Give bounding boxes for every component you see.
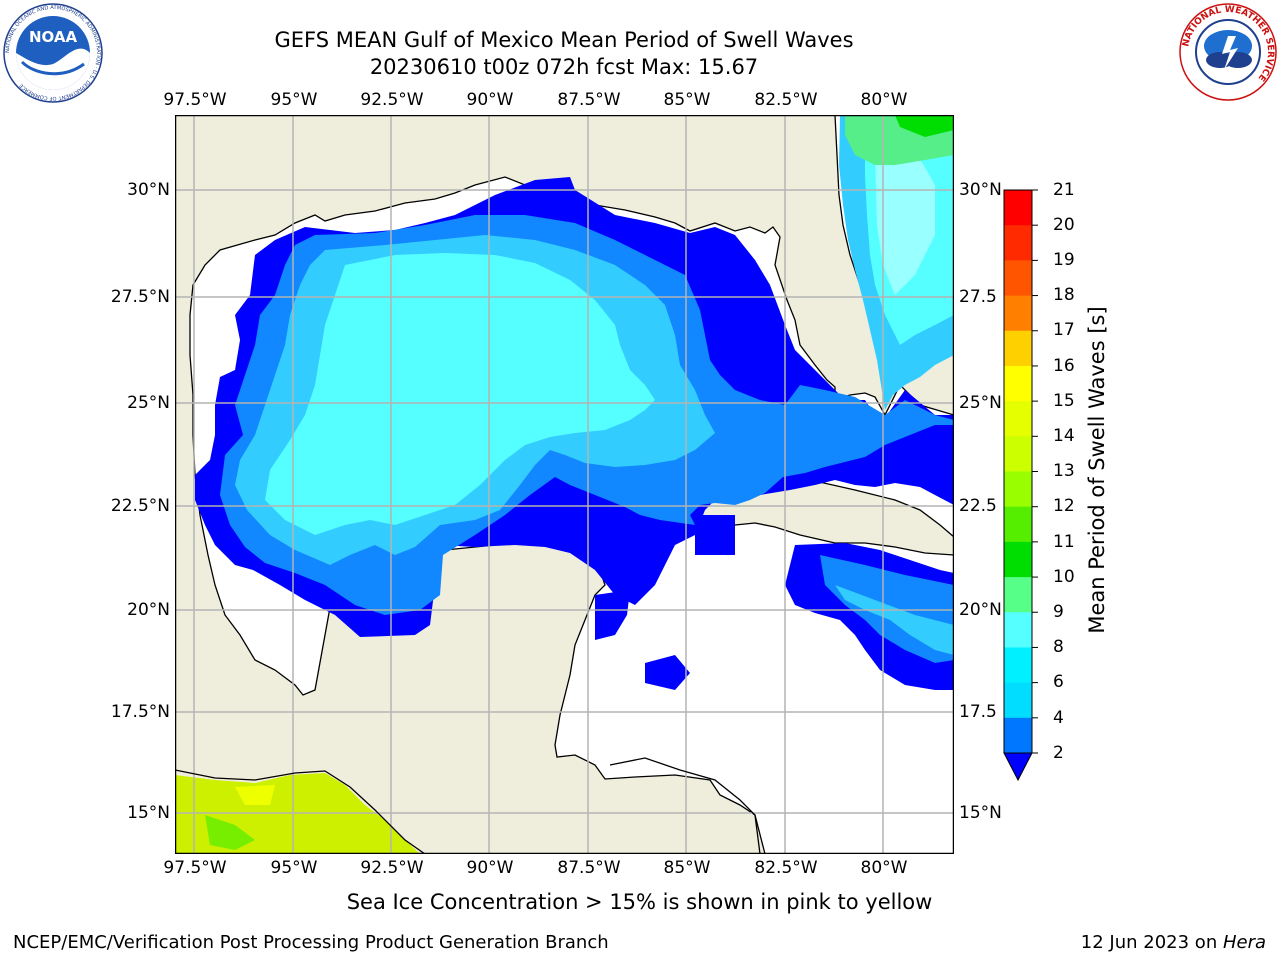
colorbar-tick-label: 17	[1053, 320, 1075, 340]
colorbar-tick-label: 19	[1053, 250, 1075, 270]
colorbar-extend-triangle	[1003, 752, 1033, 782]
colorbar-tick-label: 13	[1053, 461, 1075, 481]
lat-label-right: 15°N	[959, 803, 1002, 823]
swell-contour-pacific-14-15s	[235, 785, 275, 805]
colorbar-band	[1004, 190, 1032, 226]
colorbar-tick-label: 4	[1053, 708, 1064, 728]
footer-left: NCEP/EMC/Verification Post Processing Pr…	[13, 932, 609, 953]
colorbar-band	[1004, 541, 1032, 578]
swell-contour-8-9s	[265, 253, 655, 535]
colorbar-tick-label: 10	[1053, 567, 1075, 587]
colorbar-bands	[1004, 190, 1032, 754]
lon-label-top: 80°W	[860, 90, 908, 110]
colorbar-tick-label: 6	[1053, 672, 1064, 692]
lon-label-bottom: 85°W	[663, 858, 711, 878]
lat-label-left: 22.5°N	[110, 496, 170, 516]
cuba-island	[694, 480, 954, 556]
colorbar-tick-label: 15	[1053, 391, 1075, 411]
colorbar-tick-label: 12	[1053, 496, 1075, 516]
lon-label-top: 90°W	[466, 90, 514, 110]
colorbar-band	[1004, 330, 1032, 367]
lon-label-top: 85°W	[663, 90, 711, 110]
colorbar-tick-label: 9	[1053, 602, 1064, 622]
swell-contour-atlantic-11-12s	[895, 115, 954, 137]
noaa-logo: NOAA NATIONAL OCEANIC AND ATMOSPHERIC AD…	[3, 3, 103, 103]
colorbar-tick-label: 20	[1053, 215, 1075, 235]
lat-label-right: 27.5	[959, 287, 997, 307]
nws-logo: NATIONAL WEATHER SERVICE	[1179, 3, 1277, 101]
noaa-logo-text: NOAA	[29, 28, 78, 46]
lon-label-bottom: 95°W	[270, 858, 318, 878]
swell-contour-2-4s-patch	[645, 655, 690, 690]
colorbar-band	[1004, 506, 1032, 543]
colorbar-band	[1004, 225, 1032, 261]
graticule	[175, 115, 954, 854]
colorbar-tick-label: 21	[1053, 180, 1075, 200]
chart-subtitle: 20230610 t00z 072h fcst Max: 15.67	[369, 55, 759, 79]
coastline-honduras	[609, 757, 761, 854]
swell-contour-atlantic-9-10s	[875, 150, 935, 295]
lat-label-right: 30°N	[959, 180, 1002, 200]
lon-label-bottom: 80°W	[860, 858, 908, 878]
lon-label-bottom: 82.5°W	[754, 858, 818, 878]
lat-label-left: 27.5°N	[110, 287, 170, 307]
colorbar-tick-label: 8	[1053, 637, 1064, 657]
colorbar-band	[1004, 577, 1032, 613]
lat-label-right: 22.5	[959, 496, 997, 516]
colorbar-tick-label: 18	[1053, 285, 1075, 305]
map-panel[interactable]	[175, 115, 954, 854]
colorbar-band	[1004, 365, 1032, 402]
lon-label-bottom: 90°W	[466, 858, 514, 878]
colorbar-band	[1004, 471, 1032, 508]
coastline-central-america	[175, 769, 426, 854]
colorbar-band	[1004, 295, 1032, 332]
lon-label-bottom: 97.5°W	[163, 858, 227, 878]
colorbar-band	[1004, 401, 1032, 437]
colorbar-tick-label: 14	[1053, 426, 1075, 446]
swell-contour-2-4s-patch	[695, 515, 735, 555]
colorbar-tick-label: 2	[1053, 743, 1064, 763]
colorbar-tick-label: 16	[1053, 356, 1075, 376]
lon-label-bottom: 92.5°W	[360, 858, 424, 878]
lat-label-left: 30°N	[127, 180, 170, 200]
lat-label-left: 20°N	[127, 600, 170, 620]
colorbar-band	[1004, 647, 1032, 684]
colorbar-band	[1004, 612, 1032, 648]
colorbar-label: Mean Period of Swell Waves [s]	[1085, 306, 1109, 634]
lat-label-right: 17.5	[959, 702, 997, 722]
footer-right: 12 Jun 2023 on Hera	[1000, 932, 1266, 953]
ice-note: Sea Ice Concentration > 15% is shown in …	[346, 890, 933, 914]
lat-label-right: 20°N	[959, 600, 1002, 620]
lat-label-left: 25°N	[127, 393, 170, 413]
swell-contour-6-8s-caribbean	[835, 585, 954, 655]
colorbar-band	[1004, 436, 1032, 472]
lat-label-left: 15°N	[127, 803, 170, 823]
lon-label-top: 95°W	[270, 90, 318, 110]
lon-label-top: 87.5°W	[557, 90, 621, 110]
colorbar-ticks	[1032, 189, 1038, 754]
lon-label-top: 92.5°W	[360, 90, 424, 110]
map-frame	[175, 115, 954, 854]
colorbar-band	[1004, 682, 1032, 719]
colorbar-band	[1004, 717, 1032, 754]
footer-host: Hera	[1222, 932, 1266, 953]
colorbar-tick-label: 11	[1053, 532, 1075, 552]
chart-title: GEFS MEAN Gulf of Mexico Mean Period of …	[274, 28, 854, 52]
lon-label-top: 82.5°W	[754, 90, 818, 110]
lat-label-right: 25°N	[959, 393, 1002, 413]
lon-label-bottom: 87.5°W	[557, 858, 621, 878]
swell-contour-2-4s-patch	[595, 590, 630, 640]
colorbar-band	[1004, 260, 1032, 297]
lon-label-top: 97.5°W	[163, 90, 227, 110]
swell-contour-pacific-11-12s	[205, 815, 255, 850]
footer-date: 12 Jun 2023 on	[1080, 932, 1223, 953]
colorbar	[1003, 189, 1038, 782]
lat-label-left: 17.5°N	[110, 702, 170, 722]
